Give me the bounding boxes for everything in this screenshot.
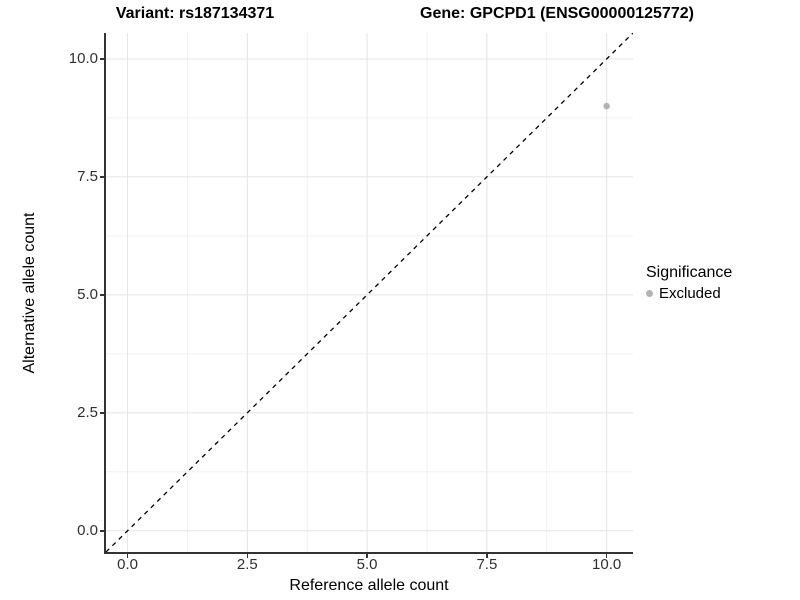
legend: Significance Excluded — [646, 264, 732, 302]
plot-title-gene: Gene: GPCPD1 (ENSG00000125772) — [420, 5, 694, 22]
legend-key-dot-icon — [646, 290, 653, 297]
x-tick-label: 7.5 — [476, 556, 498, 573]
x-tick-label: 5.0 — [356, 556, 378, 573]
y-tick-mark — [100, 294, 104, 296]
x-tick-mark — [486, 554, 488, 558]
y-tick-label: 7.5 — [77, 167, 98, 185]
y-tick-label: 5.0 — [77, 285, 98, 303]
y-tick-mark — [100, 58, 104, 60]
x-tick-mark — [366, 554, 368, 558]
y-tick-label: 0.0 — [77, 521, 98, 539]
y-tick-mark — [100, 530, 104, 532]
x-axis-line — [104, 552, 633, 554]
y-tick-label: 10.0 — [68, 49, 98, 67]
x-tick-mark — [605, 554, 608, 558]
x-tick-label: 10.0 — [592, 556, 622, 573]
x-tick-mark — [246, 554, 249, 558]
plot-panel — [106, 33, 633, 552]
legend-item-excluded: Excluded — [646, 285, 732, 302]
x-tick-label: 2.5 — [236, 556, 258, 573]
y-axis-line — [104, 33, 106, 554]
x-tick-mark — [126, 554, 129, 558]
y-axis-title: Alternative allele count — [21, 212, 38, 374]
data-point — [603, 102, 610, 110]
x-axis-title: Reference allele count — [289, 577, 449, 594]
plot-title-variant: Variant: rs187134371 — [115, 5, 275, 22]
plot-canvas — [106, 33, 633, 552]
identity-dashed-line — [106, 33, 633, 552]
x-tick-label: 0.0 — [117, 556, 138, 573]
legend-item-label: Excluded — [659, 285, 721, 302]
legend-title: Significance — [646, 264, 733, 281]
y-tick-mark — [100, 176, 104, 178]
y-tick-label: 2.5 — [77, 403, 98, 421]
y-tick-mark — [100, 412, 104, 414]
